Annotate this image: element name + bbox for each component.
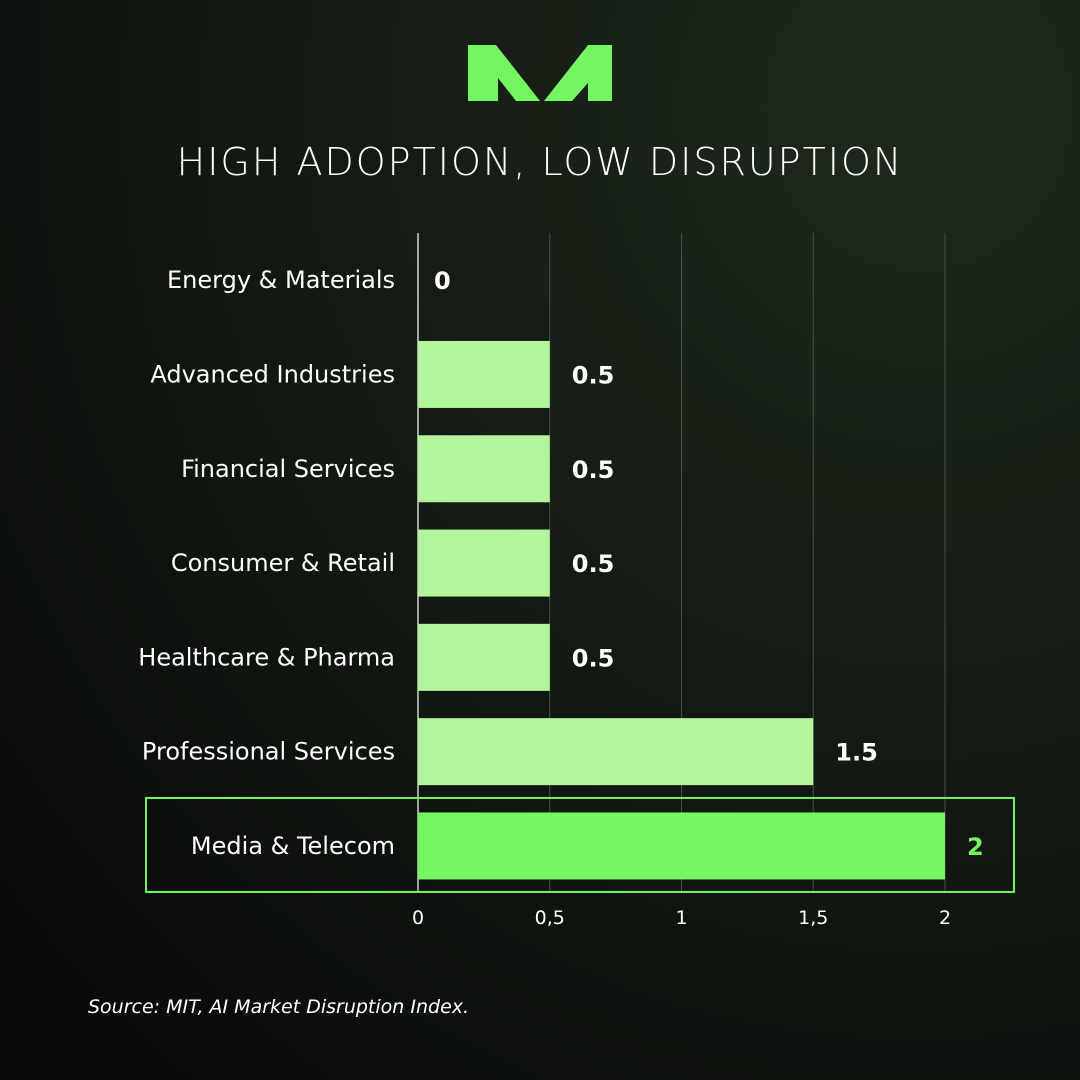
category-label: Media & Telecom xyxy=(191,832,395,860)
category-label: Energy & Materials xyxy=(167,266,395,294)
bar xyxy=(418,529,550,597)
m-logo-icon xyxy=(468,45,612,101)
category-label: Advanced Industries xyxy=(150,360,395,388)
category-label: Healthcare & Pharma xyxy=(138,643,395,671)
highlight-frame xyxy=(145,796,1015,893)
x-tick-label: 0,5 xyxy=(535,907,565,929)
x-tick-label: 1,5 xyxy=(798,907,828,929)
bar xyxy=(418,623,550,691)
bar xyxy=(418,340,550,408)
value-label: 2 xyxy=(967,833,984,861)
bar xyxy=(418,435,550,503)
x-tick-label: 2 xyxy=(939,907,951,929)
value-label: 0 xyxy=(434,267,451,295)
value-label: 0.5 xyxy=(572,361,615,389)
bar xyxy=(418,812,945,880)
value-label: 0.5 xyxy=(572,456,615,484)
value-label: 0.5 xyxy=(572,550,615,578)
x-tick-label: 0 xyxy=(412,907,424,929)
x-tick-label: 1 xyxy=(675,907,687,929)
category-label: Financial Services xyxy=(181,455,395,483)
bar xyxy=(418,718,814,786)
value-label: 1.5 xyxy=(835,739,878,767)
category-label: Consumer & Retail xyxy=(171,549,395,577)
value-label: 0.5 xyxy=(572,644,615,672)
chart-title: HIGH ADOPTION, LOW DISRUPTION xyxy=(176,140,904,184)
category-label: Professional Services xyxy=(142,738,395,766)
source-note: Source: MIT, AI Market Disruption Index. xyxy=(88,996,470,1018)
